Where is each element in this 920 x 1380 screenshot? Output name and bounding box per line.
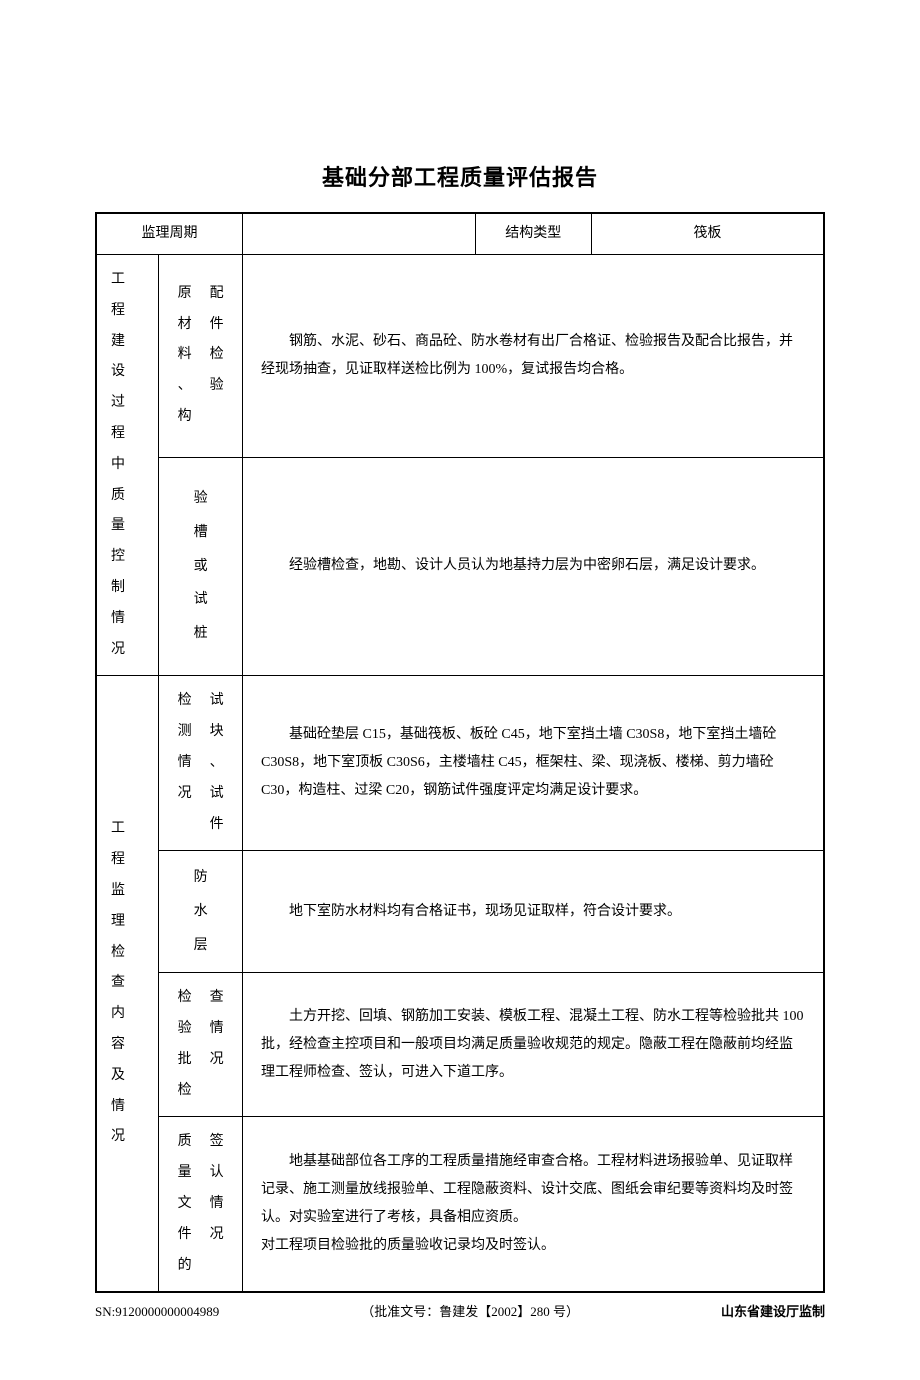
content-waterproof: 地下室防水材料均有合格证书，现场见证取样，符合设计要求。	[243, 851, 824, 973]
content-inspection-batch: 土方开挖、回填、钢筋加工安装、模板工程、混凝土工程、防水工程等检验批共 100 …	[243, 973, 824, 1117]
page-title: 基础分部工程质量评估报告	[95, 160, 825, 192]
row-trench: 验槽或试桩 经验槽检查，地勘、设计人员认为地基持力层为中密卵石层，满足设计要求。	[96, 457, 824, 676]
sub-inspection-batch: 检验批检查情况	[159, 973, 243, 1117]
footer-org: 山东省建设厅监制	[721, 1301, 825, 1320]
sub-waterproof: 防水层	[159, 851, 243, 973]
sub-testblock: 检测情况试块、试件	[159, 676, 243, 851]
group-construction-qc: 工程建设过程中质量控制情况	[96, 255, 159, 676]
sub-quality-docs: 质量文件的签认情况	[159, 1117, 243, 1292]
content-materials: 钢筋、水泥、砂石、商品砼、防水卷材有出厂合格证、检验报告及配合比报告，并经现场抽…	[243, 255, 824, 458]
header-row: 监理周期 结构类型 筏板	[96, 213, 824, 255]
footer: SN:9120000000004989 （批准文号：鲁建发【2002】280 号…	[95, 1301, 825, 1320]
footer-sn: SN:9120000000004989	[95, 1304, 219, 1320]
hdr-period-label: 监理周期	[96, 213, 243, 255]
group-supervision: 工程监理检查内容及情况	[96, 676, 159, 1292]
report-table: 监理周期 结构类型 筏板 工程建设过程中质量控制情况 原材料、构配件检验 钢筋、…	[95, 212, 825, 1293]
content-quality-docs: 地基基础部位各工序的工程质量措施经审查合格。工程材料进场报验单、见证取样记录、施…	[243, 1117, 824, 1292]
row-waterproof: 防水层 地下室防水材料均有合格证书，现场见证取样，符合设计要求。	[96, 851, 824, 973]
footer-approval: （批准文号：鲁建发【2002】280 号）	[361, 1301, 579, 1320]
hdr-type-value: 筏板	[591, 213, 824, 255]
sub-materials: 原材料、构配件检验	[159, 255, 243, 458]
row-testblock: 工程监理检查内容及情况 检测情况试块、试件 基础砼垫层 C15，基础筏板、板砼 …	[96, 676, 824, 851]
sub-trench: 验槽或试桩	[159, 457, 243, 676]
content-testblock: 基础砼垫层 C15，基础筏板、板砼 C45，地下室挡土墙 C30S8，地下室挡土…	[243, 676, 824, 851]
row-inspection-batch: 检验批检查情况 土方开挖、回填、钢筋加工安装、模板工程、混凝土工程、防水工程等检…	[96, 973, 824, 1117]
hdr-period-value	[243, 213, 476, 255]
row-quality-docs: 质量文件的签认情况 地基基础部位各工序的工程质量措施经审查合格。工程材料进场报验…	[96, 1117, 824, 1292]
hdr-type-label: 结构类型	[475, 213, 591, 255]
row-materials: 工程建设过程中质量控制情况 原材料、构配件检验 钢筋、水泥、砂石、商品砼、防水卷…	[96, 255, 824, 458]
content-trench: 经验槽检查，地勘、设计人员认为地基持力层为中密卵石层，满足设计要求。	[243, 457, 824, 676]
